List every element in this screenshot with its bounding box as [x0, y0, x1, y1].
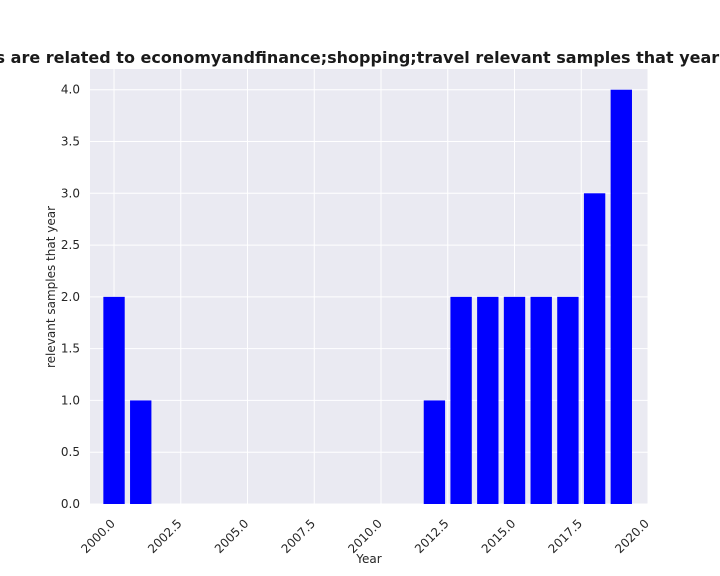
chart-title: Categories are related to economyandfina… — [0, 48, 720, 67]
bar — [103, 296, 125, 504]
bar — [583, 193, 606, 505]
x-tick-label: 2020.0 — [612, 516, 652, 556]
y-tick-label: 3.5 — [61, 135, 80, 149]
bars — [103, 89, 632, 505]
y-tick-label: 2.0 — [61, 290, 80, 304]
x-tick-labels: 2000.0 2002.5 2005.0 2007.5 2010.0 2012.5 2015… — [78, 516, 652, 556]
bar — [557, 296, 579, 504]
bar — [423, 400, 446, 504]
x-tick-label: 2017.5 — [546, 516, 586, 556]
y-tick-labels: 0.0 0.5 1.0 1.5 2.0 2.5 3.0 3.5 4.0 — [61, 83, 80, 511]
x-axis-label: Year — [355, 552, 381, 566]
y-tick-label: 3.0 — [61, 186, 80, 200]
bar — [477, 296, 499, 504]
y-tick-label: 2.5 — [61, 238, 80, 252]
bar — [130, 400, 152, 504]
x-tick-label: 2015.0 — [479, 516, 519, 556]
y-axis-label: relevant samples that year — [44, 206, 58, 368]
bar — [530, 296, 552, 504]
y-tick-label: 1.5 — [61, 342, 80, 356]
y-tick-label: 0.0 — [61, 497, 80, 511]
x-tick-label: 2012.5 — [412, 516, 452, 556]
x-tick-label: 2005.0 — [212, 516, 252, 556]
x-tick-label: 2002.5 — [145, 516, 185, 556]
x-tick-label: 2010.0 — [345, 516, 385, 556]
y-tick-label: 4.0 — [61, 83, 80, 97]
x-tick-label: 2000.0 — [78, 516, 118, 556]
bar — [610, 89, 632, 504]
bar — [450, 296, 472, 504]
y-tick-label: 0.5 — [61, 445, 80, 459]
y-tick-label: 1.0 — [61, 393, 80, 407]
bar — [503, 296, 526, 504]
x-tick-label: 2007.5 — [279, 516, 319, 556]
